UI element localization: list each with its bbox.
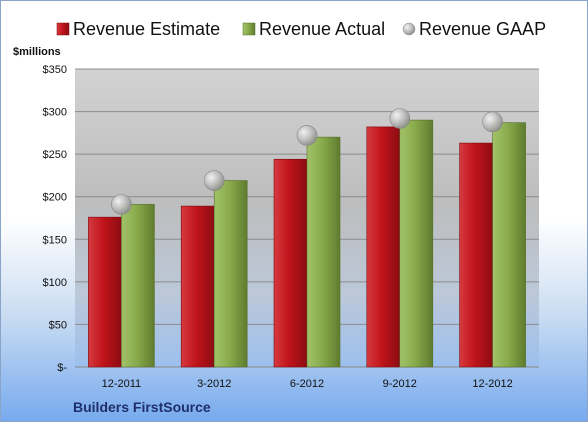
legend-swatch-revenue-actual	[242, 22, 256, 36]
x-tick-label: 3-2012	[197, 378, 231, 390]
bar-revenue-estimate	[273, 158, 308, 368]
bar-revenue-actual	[121, 204, 155, 368]
y-tick-label: $100	[43, 277, 67, 289]
legend-label: Revenue Actual	[259, 19, 385, 39]
bar-revenue-actual	[213, 180, 248, 368]
bar-revenue-estimate	[88, 216, 122, 368]
y-tick-label: $350	[43, 64, 67, 76]
company-name: Builders FirstSource	[73, 399, 211, 415]
bar-revenue-estimate	[180, 205, 215, 368]
bar-revenue-actual	[492, 122, 526, 368]
legend-label: Revenue Estimate	[73, 19, 220, 39]
y-axis-unit-label: $millions	[13, 46, 61, 58]
x-tick-label: 6-2012	[290, 378, 324, 390]
bar-revenue-actual	[399, 119, 434, 368]
y-tick-label: $200	[43, 192, 67, 204]
marker-revenue-gaap	[389, 108, 411, 129]
legend-label: Revenue GAAP	[419, 19, 546, 39]
legend-swatch-revenue-estimate	[56, 22, 70, 36]
marker-revenue-gaap	[111, 194, 132, 215]
y-tick-label: $300	[43, 107, 67, 119]
x-tick-label: 9-2012	[383, 378, 417, 390]
marker-revenue-gaap	[296, 125, 318, 146]
bar-revenue-actual	[306, 136, 341, 368]
x-tick-label: 12-2012	[472, 378, 512, 390]
marker-revenue-gaap	[482, 111, 503, 133]
y-tick-label: $-	[57, 362, 67, 374]
bar-revenue-estimate	[366, 126, 401, 368]
marker-revenue-gaap	[203, 170, 225, 191]
y-tick-label: $50	[49, 319, 67, 331]
bar-revenue-estimate	[459, 142, 493, 368]
y-tick-label: $250	[43, 149, 67, 161]
legend-marker-revenue-gaap	[402, 22, 416, 36]
y-tick-label: $150	[43, 234, 67, 246]
x-tick-label: 12-2011	[102, 378, 142, 390]
